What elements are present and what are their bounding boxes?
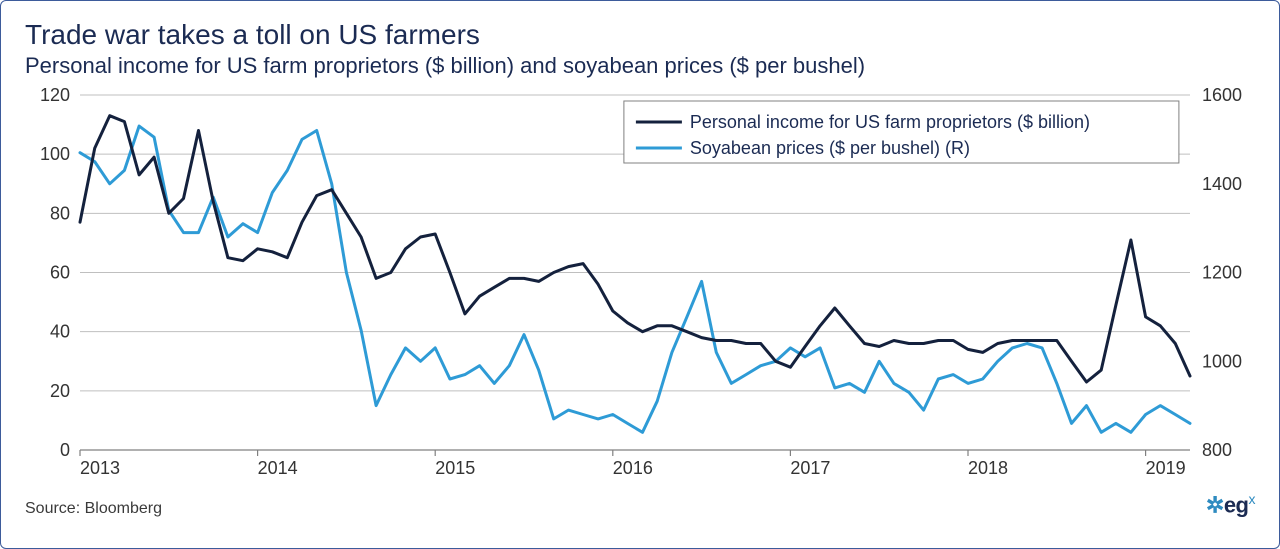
svg-text:2014: 2014 bbox=[258, 458, 298, 478]
source-label: Source: Bloomberg bbox=[25, 500, 162, 518]
svg-text:2019: 2019 bbox=[1146, 458, 1186, 478]
svg-text:2018: 2018 bbox=[968, 458, 1008, 478]
svg-text:2013: 2013 bbox=[80, 458, 120, 478]
gear-icon: ✲ bbox=[1206, 492, 1224, 517]
svg-text:800: 800 bbox=[1202, 440, 1232, 460]
svg-text:Personal income for US farm pr: Personal income for US farm proprietors … bbox=[690, 112, 1090, 132]
svg-text:Soyabean prices ($ per bushel): Soyabean prices ($ per bushel) (R) bbox=[690, 138, 970, 158]
chart-plot-area: 2013 2014 2015 2016 2017 2018 2019 0 20 40 60 80 100… bbox=[25, 85, 1255, 485]
svg-text:2017: 2017 bbox=[790, 458, 830, 478]
chart-svg: 2013 2014 2015 2016 2017 2018 2019 0 20 40 60 80 100… bbox=[25, 85, 1255, 485]
logo-super: x bbox=[1249, 491, 1256, 507]
chart-subtitle: Personal income for US farm proprietors … bbox=[25, 53, 1255, 79]
svg-text:1400: 1400 bbox=[1202, 174, 1242, 194]
svg-text:1600: 1600 bbox=[1202, 85, 1242, 105]
svg-text:40: 40 bbox=[50, 322, 70, 342]
logo-text: eg bbox=[1224, 492, 1249, 517]
svg-text:100: 100 bbox=[40, 144, 70, 164]
svg-text:60: 60 bbox=[50, 263, 70, 283]
svg-text:80: 80 bbox=[50, 203, 70, 223]
svg-text:1200: 1200 bbox=[1202, 263, 1242, 283]
chart-title: Trade war takes a toll on US farmers bbox=[25, 19, 1255, 51]
svg-text:2015: 2015 bbox=[435, 458, 475, 478]
svg-text:2016: 2016 bbox=[613, 458, 653, 478]
svg-text:1000: 1000 bbox=[1202, 351, 1242, 371]
brand-logo: ✲egx bbox=[1206, 491, 1255, 518]
svg-text:120: 120 bbox=[40, 85, 70, 105]
svg-text:0: 0 bbox=[60, 440, 70, 460]
svg-text:20: 20 bbox=[50, 381, 70, 401]
